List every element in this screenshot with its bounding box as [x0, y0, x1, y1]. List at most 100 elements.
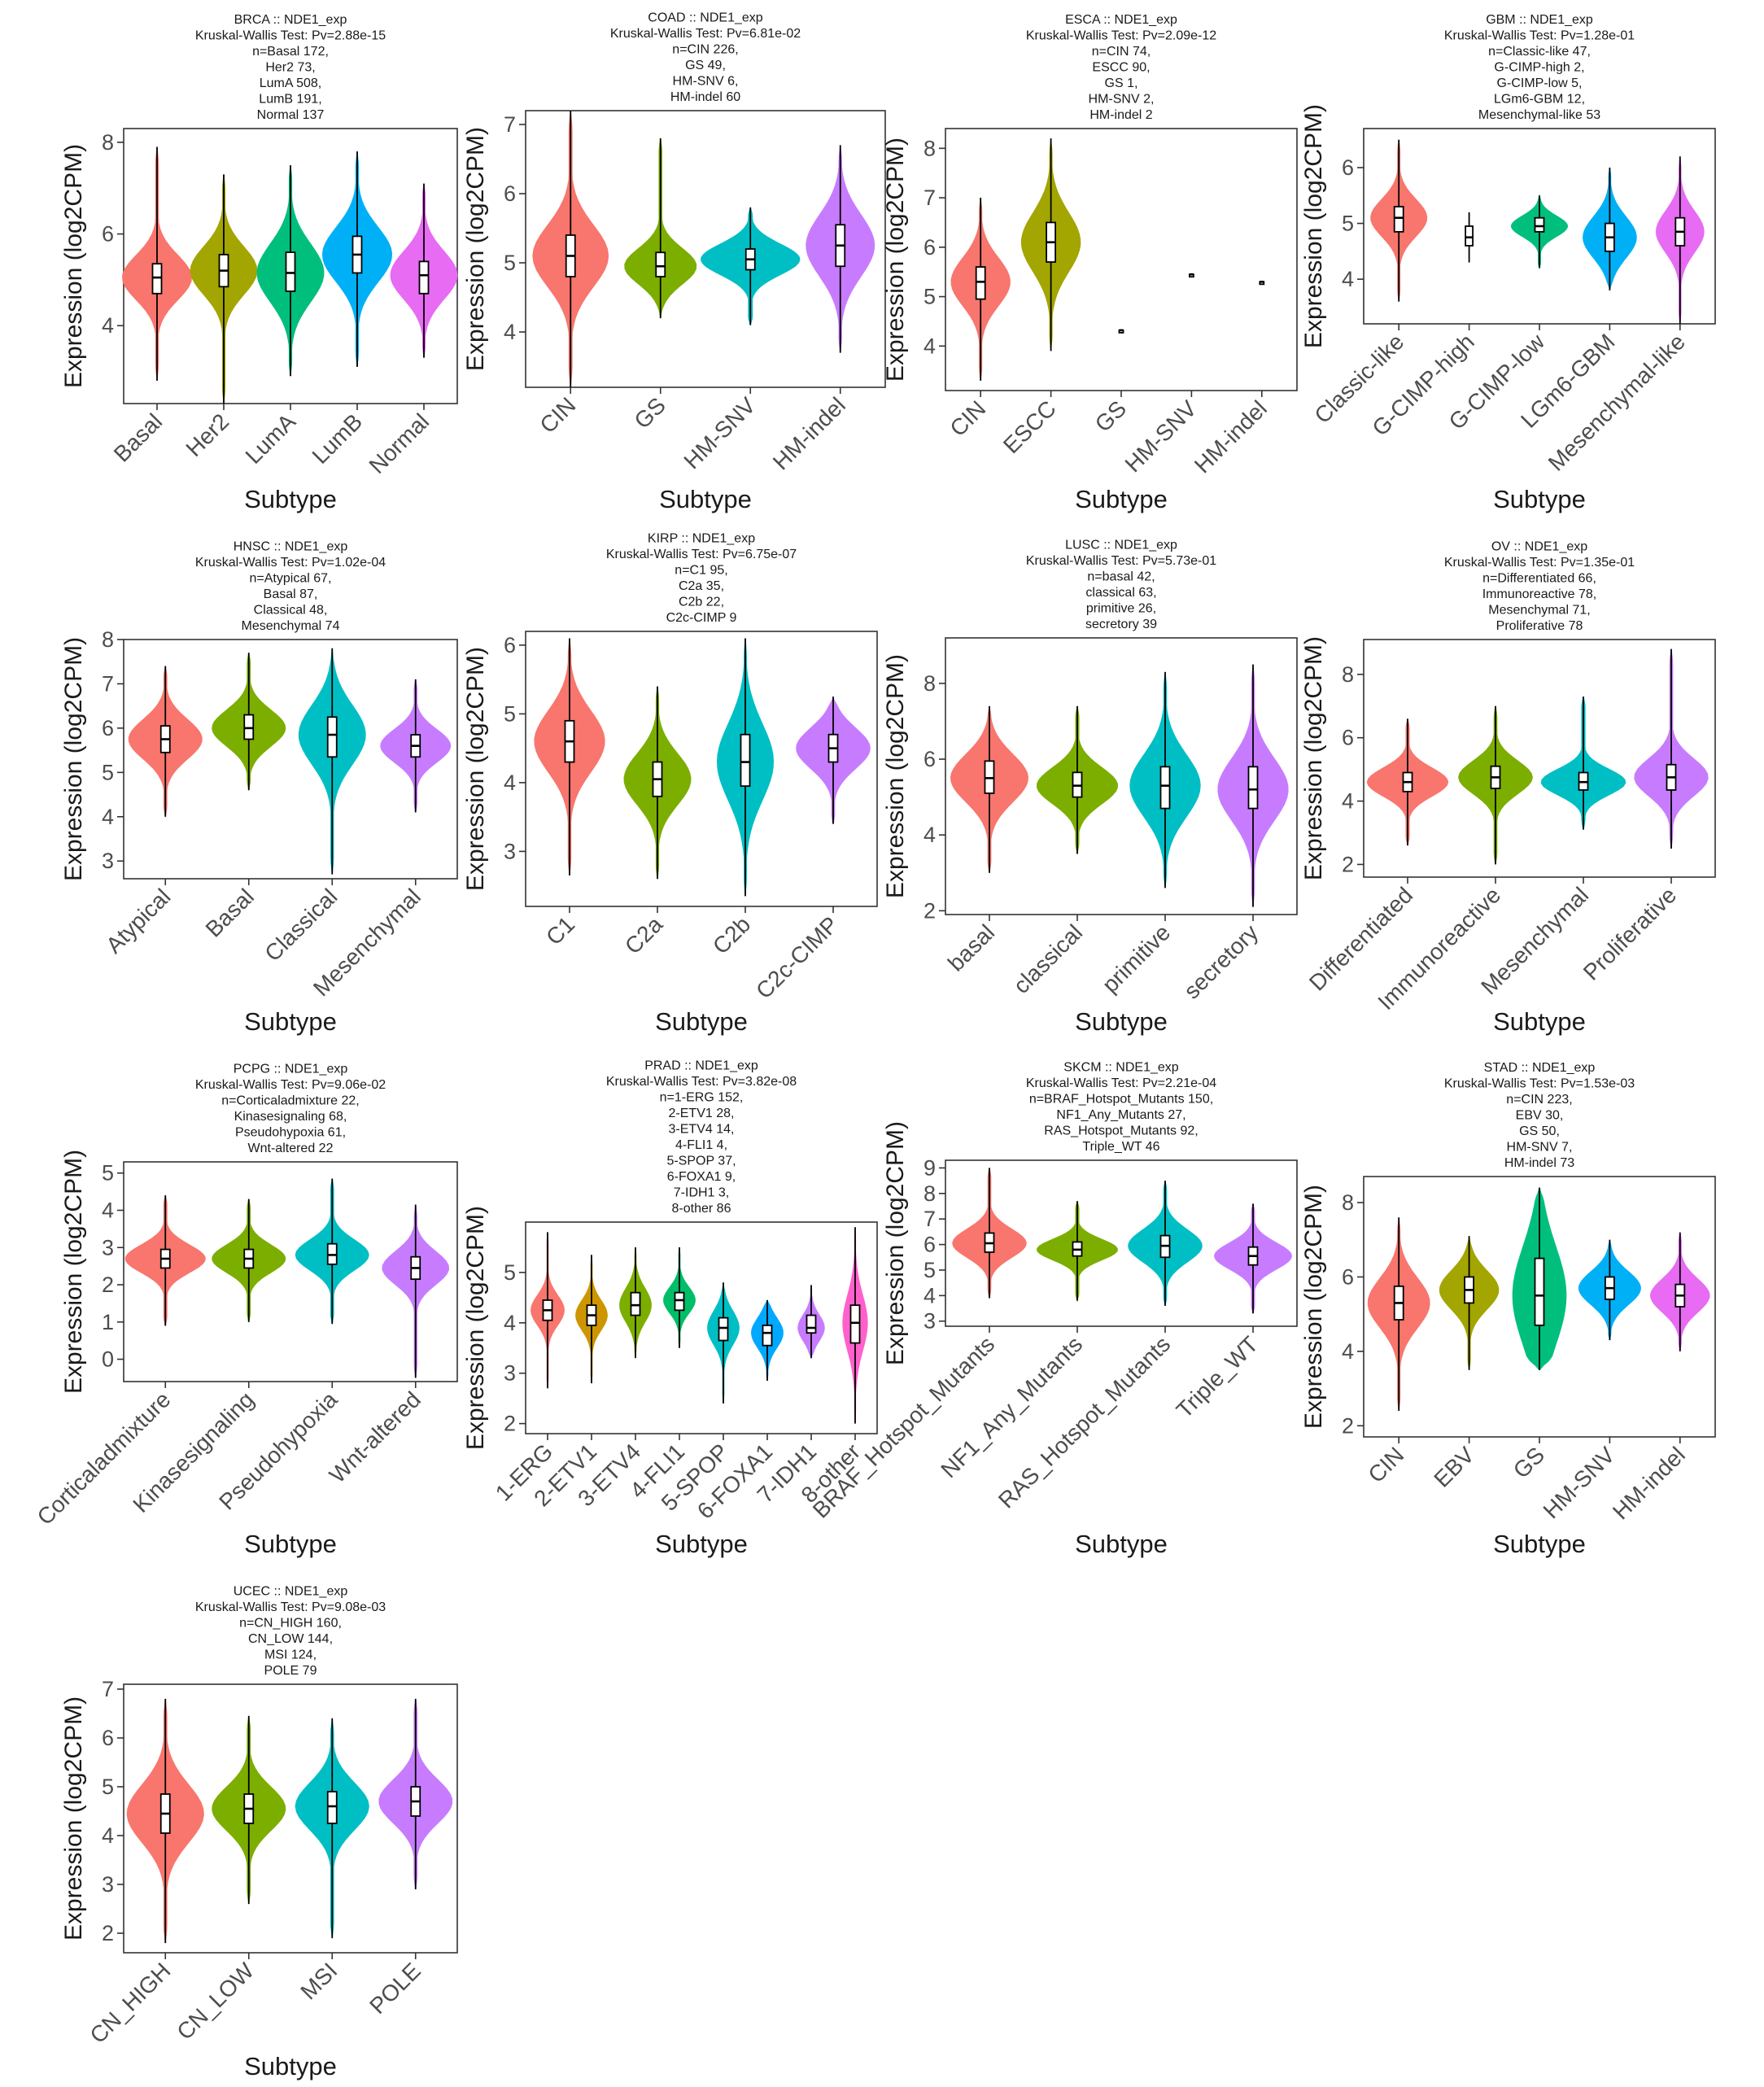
chart-n-label: Mesenchymal 74: [242, 619, 340, 633]
chart-test-label: Kruskal-Wallis Test: Pv=2.09e-12: [1026, 29, 1216, 43]
chart-title: BRCA :: NDE1_exp: [234, 13, 347, 27]
y-tick-label: 3: [504, 839, 516, 863]
x-tick-label: CIN: [1363, 1442, 1408, 1487]
chart-n-label: GS 50,: [1519, 1124, 1560, 1138]
y-tick-label: 7: [102, 671, 114, 696]
x-axis-label: Subtype: [244, 1530, 337, 1558]
y-axis-label: Expression (log2CPM): [1300, 104, 1327, 348]
x-tick-label: GS: [1090, 395, 1132, 437]
y-axis-label: Expression (log2CPM): [1300, 636, 1327, 880]
y-tick-label: 3: [504, 1361, 516, 1386]
x-axis-label: Subtype: [244, 2052, 337, 2080]
chart-test-label: Kruskal-Wallis Test: Pv=9.08e-03: [195, 1600, 386, 1614]
x-tick-label: CIN: [945, 395, 990, 441]
x-axis-label: Subtype: [655, 1530, 748, 1558]
y-tick-label: 7: [923, 1207, 936, 1231]
chart-title: GBM :: NDE1_exp: [1486, 13, 1593, 27]
chart-n-label: Wnt-altered 22: [248, 1142, 334, 1155]
x-tick-label: C2a: [620, 911, 668, 959]
chart-n-label: n=CIN 74,: [1092, 45, 1151, 59]
chart-n-label: n=CIN 226,: [672, 43, 738, 57]
chart-n-label: LumB 191,: [259, 93, 321, 107]
chart-test-label: Kruskal-Wallis Test: Pv=9.06e-02: [195, 1078, 386, 1092]
x-tick-label: HM-indel: [768, 392, 850, 474]
box-iqr: [806, 1314, 817, 1334]
x-tick-label: CN_HIGH: [85, 1958, 175, 2048]
chart-n-label: 3-ETV4 14,: [669, 1123, 735, 1137]
x-tick-label: LumA: [241, 408, 301, 469]
box-iqr: [975, 266, 986, 300]
chart-title: HNSC :: NDE1_exp: [234, 540, 348, 554]
y-tick-label: 4: [504, 771, 516, 795]
x-tick-label: Basal: [109, 408, 167, 466]
chart-n-label: G-CIMP-low 5,: [1497, 76, 1583, 90]
y-tick-label: 6: [1342, 155, 1354, 180]
chart-title: STAD :: NDE1_exp: [1484, 1061, 1596, 1075]
chart-n-label: n=BRAF_Hotspot_Mutants 150,: [1029, 1093, 1213, 1107]
y-axis-label: Expression (log2CPM): [60, 1696, 87, 1941]
chart-n-label: 2-ETV1 28,: [669, 1107, 735, 1120]
chart-n-label: Classical 48,: [254, 604, 328, 618]
chart-title: LUSC :: NDE1_exp: [1065, 539, 1177, 552]
y-tick-label: 6: [102, 716, 114, 740]
y-axis-label: Expression (log2CPM): [60, 637, 87, 881]
chart-test-label: Kruskal-Wallis Test: Pv=1.35e-01: [1444, 556, 1635, 570]
x-tick-label: GS: [1509, 1442, 1550, 1483]
chart-title: PRAD :: NDE1_exp: [644, 1059, 758, 1073]
chart-n-label: CN_LOW 144,: [248, 1632, 333, 1646]
chart-n-label: HM-SNV 6,: [673, 75, 739, 89]
box-iqr: [326, 716, 338, 758]
chart-n-label: 6-FOXA1 9,: [667, 1170, 736, 1184]
chart-test-label: Kruskal-Wallis Test: Pv=1.02e-04: [195, 556, 386, 570]
chart-n-label: GS 1,: [1105, 76, 1138, 90]
chart-n-label: n=Basal 172,: [252, 45, 329, 59]
box-iqr: [674, 1291, 685, 1312]
x-tick-label: C2b: [708, 911, 755, 958]
box-iqr: [418, 260, 430, 295]
x-tick-label: Proliferative: [1578, 882, 1681, 985]
y-tick-label: 6: [1342, 1264, 1354, 1289]
y-tick-label: 5: [504, 251, 516, 275]
x-tick-label: CIN: [535, 392, 580, 438]
chart-n-label: HM-indel 60: [670, 90, 740, 104]
chart-test-label: Kruskal-Wallis Test: Pv=2.21e-04: [1026, 1076, 1216, 1090]
y-tick-label: 4: [504, 320, 516, 344]
x-tick-label: ESCC: [998, 395, 1061, 458]
y-tick-label: 6: [102, 1726, 114, 1750]
y-tick-label: 5: [102, 1161, 114, 1185]
x-tick-label: EBV: [1429, 1442, 1479, 1492]
y-tick-label: 7: [504, 112, 516, 137]
y-tick-label: 4: [102, 805, 114, 829]
chart-n-label: secretory 39: [1085, 618, 1157, 631]
y-tick-label: 6: [102, 222, 114, 247]
y-tick-label: 0: [102, 1347, 114, 1372]
y-tick-label: 8: [1342, 1190, 1354, 1215]
y-tick-label: 1: [102, 1310, 114, 1334]
x-axis-label: Subtype: [655, 1007, 748, 1036]
y-axis-label: Expression (log2CPM): [462, 647, 489, 891]
box-iqr: [740, 733, 751, 788]
chart-n-label: HM-indel 73: [1504, 1156, 1574, 1170]
chart-n-label: NF1_Any_Mutants 27,: [1056, 1108, 1185, 1122]
box-iqr: [849, 1304, 861, 1344]
y-tick-label: 4: [1342, 267, 1354, 291]
x-tick-label: C1: [541, 911, 579, 950]
box-iqr: [1465, 225, 1474, 247]
chart-n-label: n=Differentiated 66,: [1482, 572, 1596, 586]
y-tick-label: 6: [923, 1233, 936, 1257]
box-iqr: [655, 251, 666, 277]
y-tick-label: 6: [923, 747, 936, 771]
y-tick-label: 8: [923, 671, 936, 696]
chart-title: ESCA :: NDE1_exp: [1065, 13, 1177, 27]
chart-n-label: POLE 79: [264, 1664, 317, 1678]
x-tick-label: Classical: [260, 884, 342, 966]
chart-n-label: MSI 124,: [264, 1648, 317, 1662]
box-iqr: [1393, 206, 1404, 233]
y-tick-label: 4: [504, 1311, 516, 1335]
